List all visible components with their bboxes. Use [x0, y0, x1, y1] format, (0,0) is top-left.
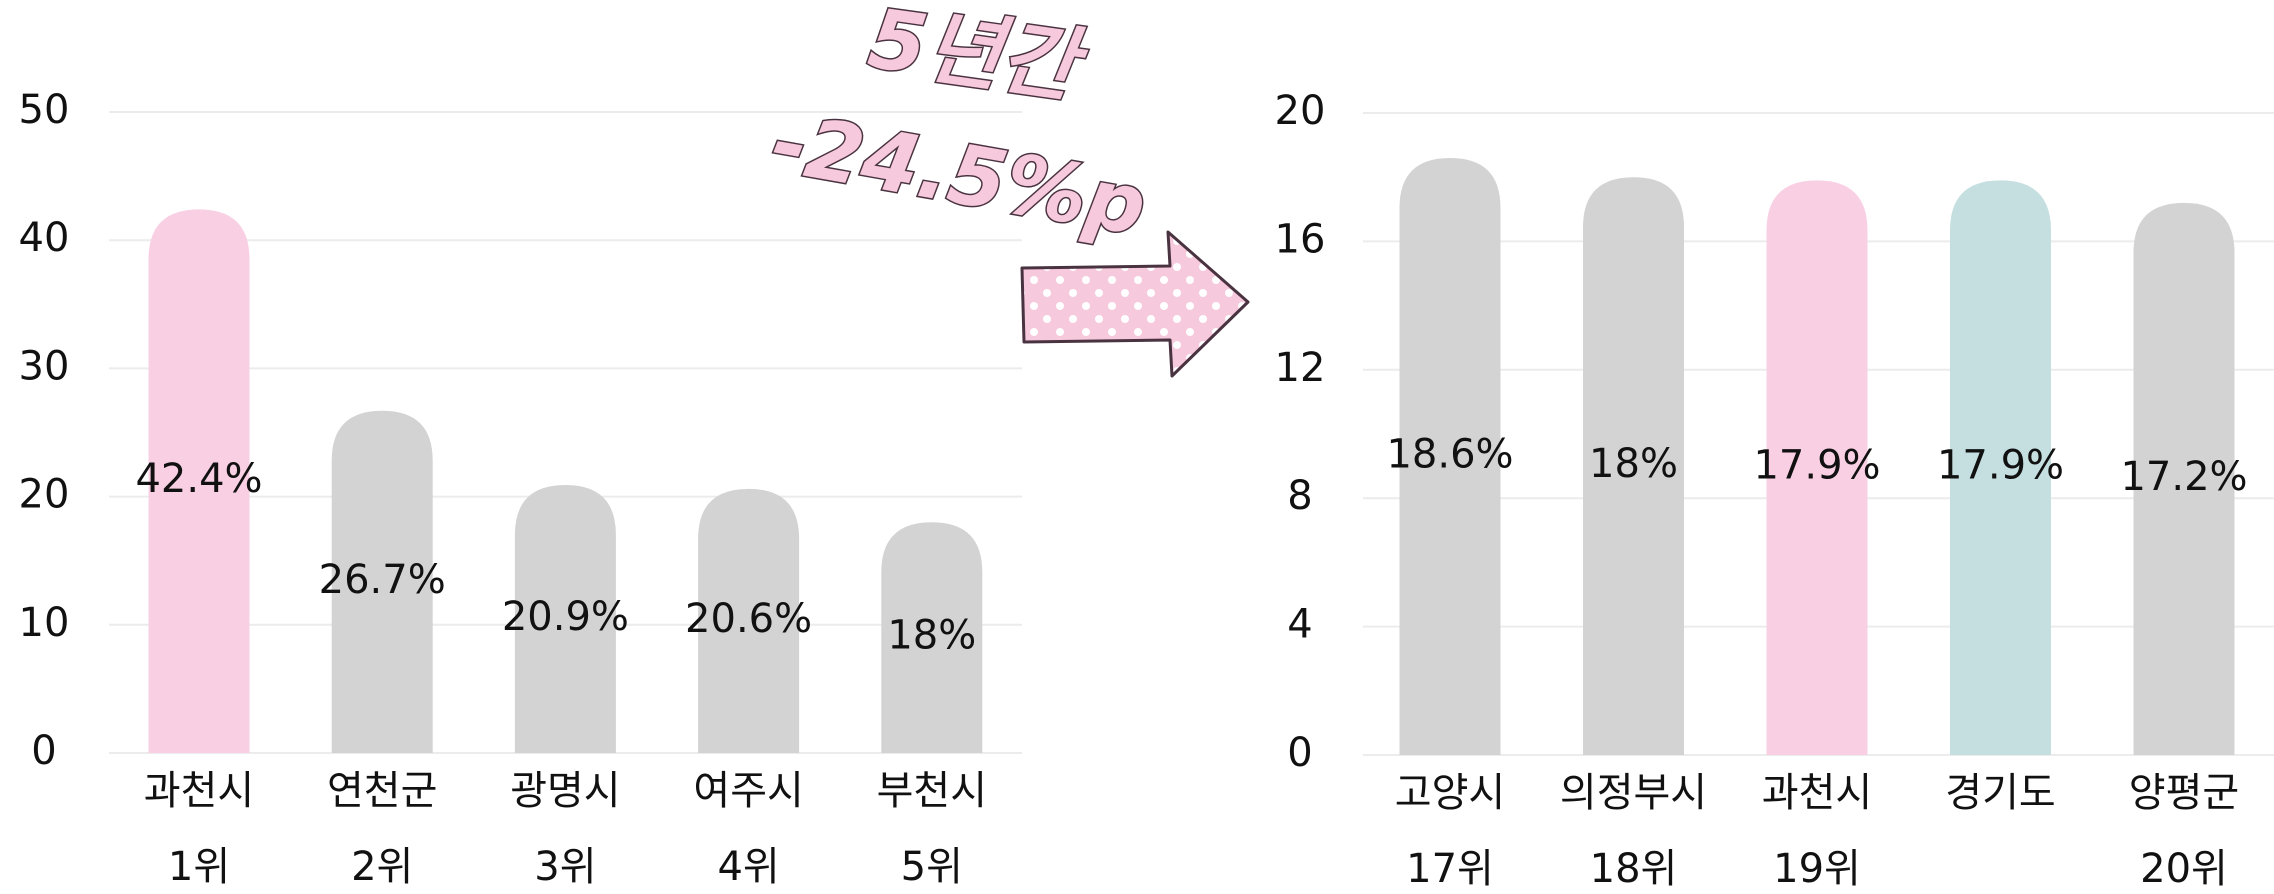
value-label: 17.2% [2120, 454, 2247, 500]
rank-label: 19위 [1773, 846, 1861, 892]
y-tick-label: 12 [1275, 345, 1326, 391]
y-tick-label: 50 [19, 87, 70, 133]
y-tick-label: 10 [19, 600, 70, 646]
x-tick-label: 의정부시 [1560, 770, 1707, 816]
value-label: 17.9% [1937, 443, 2064, 489]
x-tick-label: 경기도 [1945, 770, 2055, 816]
y-tick-label: 40 [19, 215, 70, 261]
rank-label: 2위 [351, 844, 413, 890]
rank-label: 4위 [717, 844, 779, 890]
y-tick-label: 4 [1287, 602, 1312, 648]
value-label: 18% [887, 613, 976, 659]
y-tick-label: 8 [1287, 473, 1312, 519]
rank-label: 5위 [901, 844, 963, 890]
annotation: -24.5%p [765, 95, 1153, 254]
value-label: 20.6% [685, 596, 812, 642]
x-tick-label: 광명시 [510, 768, 620, 814]
x-tick-label: 과천시 [144, 768, 254, 814]
x-tick-label: 여주시 [693, 768, 803, 814]
value-label: 20.9% [502, 594, 629, 640]
value-label: 18% [1589, 441, 1678, 487]
x-tick-label: 양평군 [2129, 770, 2239, 816]
y-tick-label: 0 [31, 728, 56, 774]
x-tick-label: 과천시 [1762, 770, 1872, 816]
y-tick-label: 20 [1275, 88, 1326, 134]
rank-label: 1위 [168, 844, 230, 890]
value-label: 17.9% [1753, 443, 1880, 489]
y-tick-label: 30 [19, 343, 70, 389]
x-tick-label: 연천군 [327, 768, 437, 814]
y-tick-label: 16 [1275, 216, 1326, 262]
rank-label: 17위 [1406, 846, 1494, 892]
value-label: 42.4% [135, 456, 262, 502]
rank-label: 20위 [2140, 846, 2228, 892]
x-tick-label: 고양시 [1395, 770, 1505, 816]
x-tick-label: 부천시 [877, 768, 987, 814]
y-tick-label: 0 [1287, 730, 1312, 776]
value-label: 26.7% [319, 557, 446, 603]
y-tick-label: 20 [19, 472, 70, 518]
annotation: 5년간 [863, 0, 1093, 116]
page: 5년간 -24.5%p 0102030405042.4%과천시1위26.7%연천… [0, 0, 2274, 894]
rank-label: 3위 [534, 844, 596, 890]
value-label: 18.6% [1386, 431, 1513, 477]
rank-label: 18위 [1590, 846, 1678, 892]
